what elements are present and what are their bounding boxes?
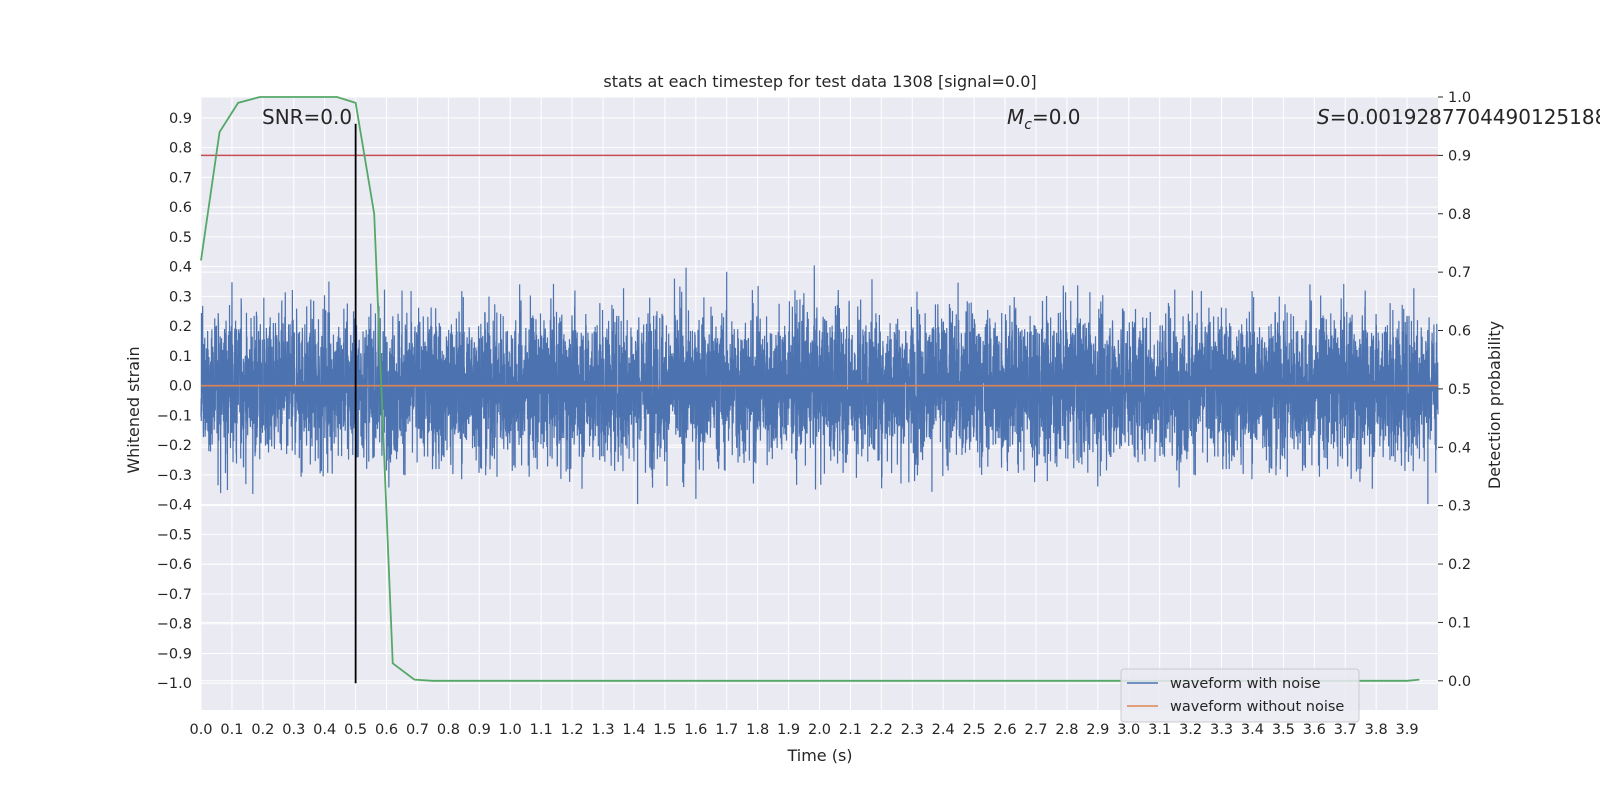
y2-tick-label: 1.0: [1448, 90, 1471, 106]
y-tick-label: −0.4: [157, 498, 192, 514]
y-tick-label: 0.8: [169, 141, 192, 157]
x-tick-label: 0.7: [406, 722, 429, 738]
s-value: =0.0019287704490125188: [1330, 105, 1600, 129]
x-tick-label: 1.6: [684, 722, 707, 738]
mc-value: =0.0: [1032, 105, 1081, 129]
x-tick-label: 2.5: [963, 722, 986, 738]
y-tick-label: 0.6: [169, 200, 192, 216]
snr-annotation: SNR=0.0: [262, 105, 352, 129]
x-tick-label: 0.4: [313, 722, 336, 738]
x-tick-label: 1.8: [746, 722, 769, 738]
mc-symbol: M: [1007, 105, 1024, 129]
x-tick-label: 3.1: [1148, 722, 1171, 738]
legend-label-noise: waveform with noise: [1170, 676, 1321, 692]
s-symbol: S: [1317, 105, 1330, 129]
x-tick-label: 0.9: [468, 722, 491, 738]
y2-tick-label: 0.7: [1448, 265, 1471, 281]
x-tick-label: 2.7: [1024, 722, 1047, 738]
x-tick-label: 1.4: [622, 722, 645, 738]
y2-tick-label: 0.6: [1448, 324, 1471, 340]
y2-ticks: 1.0 0.9 0.8 0.7 0.6 0.5 0.4 0.3 0.2 0.1 0.0: [1438, 90, 1471, 690]
x-tick-label: 1.9: [777, 722, 800, 738]
x-tick-label: 2.4: [932, 722, 955, 738]
x-tick-label: 1.3: [591, 722, 614, 738]
x-tick-label: 0.6: [375, 722, 398, 738]
y2-tick-label: 0.4: [1448, 440, 1471, 456]
y-tick-label: −0.9: [157, 646, 192, 662]
x-tick-label: 2.1: [839, 722, 862, 738]
x-tick-label: 3.3: [1210, 722, 1233, 738]
x-tick-label: 3.5: [1272, 722, 1295, 738]
y2-tick-label: 0.3: [1448, 499, 1471, 515]
x-tick-label: 0.0: [189, 722, 212, 738]
x-tick-label: 2.3: [901, 722, 924, 738]
x-tick-label: 0.2: [251, 722, 274, 738]
x-tick-label: 2.2: [870, 722, 893, 738]
y2-tick-label: 0.2: [1448, 557, 1471, 573]
y-tick-label: 0.4: [169, 260, 192, 276]
x-tick-label: 2.9: [1086, 722, 1109, 738]
y-tick-label: −0.5: [157, 527, 192, 543]
x-tick-label: 2.0: [808, 722, 831, 738]
y-tick-label: −0.8: [157, 617, 192, 633]
y2-tick-label: 0.9: [1448, 148, 1471, 164]
y-tick-label: −0.1: [157, 408, 192, 424]
x-tick-label: 0.5: [344, 722, 367, 738]
x-tick-label: 2.8: [1055, 722, 1078, 738]
noise-waveform-line: [200, 265, 1439, 505]
s-annotation: S=0.0019287704490125188: [1317, 105, 1600, 129]
y2-axis-label: Detection probability: [1485, 321, 1504, 489]
chart-title: stats at each timestep for test data 130…: [603, 72, 1036, 91]
x-tick-label: 1.7: [715, 722, 738, 738]
y-tick-label: 0.1: [169, 349, 192, 365]
x-tick-label: 1.2: [561, 722, 584, 738]
mc-subscript: c: [1024, 117, 1032, 133]
y-tick-label: −1.0: [157, 676, 192, 692]
y2-tick-label: 0.1: [1448, 615, 1471, 631]
y-tick-label: −0.3: [157, 468, 192, 484]
y-tick-label: 0.0: [169, 379, 192, 395]
x-tick-label: 1.0: [499, 722, 522, 738]
y-tick-label: 0.2: [169, 319, 192, 335]
x-tick-label: 3.0: [1117, 722, 1140, 738]
x-tick-label: 3.6: [1303, 722, 1326, 738]
legend: waveform with noise waveform without noi…: [1120, 668, 1360, 723]
y2-tick-label: 0.5: [1448, 382, 1471, 398]
x-tick-label: 0.1: [220, 722, 243, 738]
y-ticks: 0.9 0.8 0.7 0.6 0.5 0.4 0.3 0.2 0.1 0.0 −0.1 −0.2 −0…: [157, 111, 192, 692]
x-ticks: 0.0 0.1 0.2 0.3 0.4 0.5 0.6 0.7 0.8 0.9 1.0 1.1 1.2 1…: [189, 722, 1418, 738]
y-tick-label: 0.7: [169, 170, 192, 186]
y-tick-label: 0.5: [169, 230, 192, 246]
y2-tick-label: 0.8: [1448, 207, 1471, 223]
x-tick-label: 3.2: [1179, 722, 1202, 738]
x-tick-label: 2.6: [994, 722, 1017, 738]
y-axis-label: Whitened strain: [124, 346, 143, 473]
x-tick-label: 3.4: [1241, 722, 1264, 738]
y-tick-label: 0.3: [169, 289, 192, 305]
detection-probability-line: [200, 96, 1420, 682]
mc-annotation: Mc=0.0: [1007, 105, 1081, 133]
x-tick-label: 0.3: [282, 722, 305, 738]
y2-tick-label: 0.0: [1448, 674, 1471, 690]
y-tick-label: −0.7: [157, 587, 192, 603]
legend-label-clean: waveform without noise: [1170, 699, 1344, 715]
y-tick-label: −0.2: [157, 438, 192, 454]
noise-series: [200, 265, 1439, 505]
y-tick-label: −0.6: [157, 557, 192, 573]
lines: [200, 96, 1438, 684]
x-axis-label: Time (s): [786, 746, 852, 765]
x-tick-label: 0.8: [437, 722, 460, 738]
x-tick-label: 3.8: [1365, 722, 1388, 738]
x-tick-label: 3.9: [1396, 722, 1419, 738]
y-tick-label: 0.9: [169, 111, 192, 127]
legend-box: [1120, 668, 1360, 723]
x-tick-label: 3.7: [1334, 722, 1357, 738]
x-tick-label: 1.1: [530, 722, 553, 738]
x-tick-label: 1.5: [653, 722, 676, 738]
